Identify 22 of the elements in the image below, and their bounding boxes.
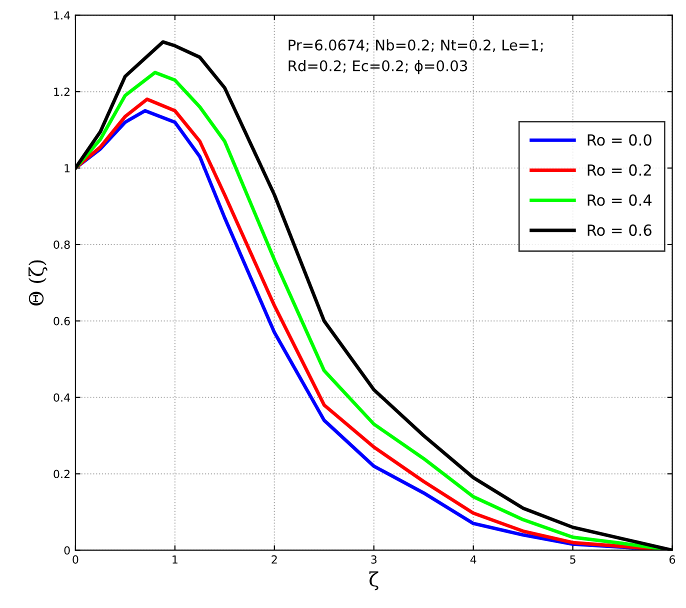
y-tick-label: 0.4 — [54, 393, 70, 402]
x-tick-label: 5 — [570, 555, 576, 564]
annotation: Pr=6.0674; Nb=0.2; Nt=0.2, Le=1; Rd=0.2; Ec=0.2; ϕ=0.03 — [288, 39, 543, 74]
y-axis-title: Θ (ζ) — [28, 260, 48, 306]
y-tick-label: 0.6 — [54, 316, 70, 326]
x-tick-label: 6 — [670, 555, 676, 564]
y-tick-label: 1.2 — [54, 88, 70, 96]
x-tick-label: 4 — [470, 555, 476, 564]
x-tick-label: 0 — [72, 555, 78, 564]
legend-label: Ro = 0.2 — [588, 164, 651, 176]
x-tick-label: 2 — [272, 555, 277, 564]
y-tick-label: 1.4 — [54, 11, 70, 20]
x-tick-label: 1 — [172, 555, 178, 564]
x-tick-label: 3 — [371, 555, 377, 564]
y-tick-label: 1 — [64, 164, 70, 172]
y-tick-label: 0.2 — [54, 470, 70, 478]
legend-label: Ro = 0.4 — [588, 194, 652, 206]
y-tick-label: 0 — [64, 546, 70, 555]
legend-label: Ro = 0.0 — [588, 134, 652, 146]
x-axis-title: ζ — [369, 571, 378, 590]
legend-label: Ro = 0.6 — [588, 224, 652, 236]
y-tick-label: 0.8 — [54, 240, 70, 249]
